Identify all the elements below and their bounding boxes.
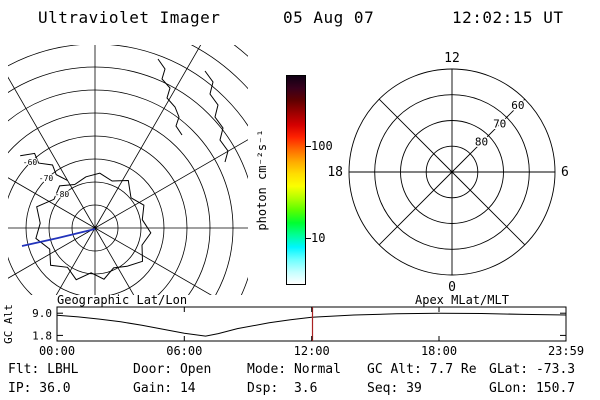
altitude-strip-chart: 9.0 1.8 00:00 06:00 12:00 18:00 23:59 GC Alt: [2, 304, 584, 358]
apex-mlat-mlt-plot: 60 70 80 12 0 18 6: [327, 51, 569, 295]
strip-xtick-label: 23:59: [548, 344, 584, 358]
status-gc-alt: GC Alt: 7.7 Re: [367, 362, 477, 377]
colorbar-units-label: photon cm⁻²s⁻¹: [255, 129, 269, 231]
polar-grid: [348, 68, 556, 276]
status-dsp: Dsp: 3.6: [247, 381, 318, 396]
mlat-ring-label: 80: [475, 136, 488, 149]
colorbar-tick-label: 100: [311, 139, 333, 154]
date-display: 05 Aug 07: [283, 8, 375, 27]
map-lat-label: -60: [23, 158, 38, 167]
mlat-ring-label: 60: [511, 99, 524, 112]
strip-xtick-label: 18:00: [421, 344, 457, 358]
colorbar-tick-mark: [306, 146, 311, 148]
colorbar-tick-label: 10: [311, 230, 326, 245]
orbit-track: [21, 228, 96, 247]
mlt-label-12: 12: [444, 51, 460, 66]
strip-xtick-label: 00:00: [39, 344, 75, 358]
mlt-label-18: 18: [327, 165, 343, 180]
strip-ticks: [56, 307, 567, 341]
map-graticule: [8, 45, 248, 295]
apex-plot-title: Apex MLat/MLT: [415, 293, 509, 307]
status-glat: GLat: -73.3: [489, 362, 576, 377]
strip-xtick-label: 12:00: [294, 344, 330, 358]
strip-ylabel: GC Alt: [2, 304, 15, 344]
map-lat-label: -70: [39, 174, 54, 183]
geo-map-title: Geographic Lat/Lon: [57, 293, 188, 307]
status-glon: GLon: 150.7: [489, 381, 576, 396]
colorbar: [286, 75, 306, 285]
strip-xtick-label: 06:00: [166, 344, 202, 358]
colorbar-tick-mark: [306, 237, 311, 239]
time-display: 12:02:15 UT: [452, 8, 564, 27]
strip-ytick-label: 9.0: [32, 307, 52, 320]
status-mode: Mode: Normal: [247, 362, 341, 377]
app-title: Ultraviolet Imager: [38, 8, 221, 27]
map-lat-labels: -80-70-60: [22, 157, 71, 200]
gc-alt-curve: [56, 312, 567, 337]
coastlines: [20, 58, 229, 281]
geographic-map: -80-70-60: [8, 45, 248, 295]
status-door: Door: Open: [133, 362, 212, 377]
mlat-ring-label: 70: [493, 117, 506, 130]
status-gain: Gain: 14: [133, 381, 196, 396]
status-ip: IP: 36.0: [8, 381, 71, 396]
strip-ytick-label: 1.8: [32, 329, 52, 342]
status-filter: Flt: LBHL: [8, 362, 79, 377]
map-lat-label: -80: [55, 190, 70, 199]
mlt-label-6: 6: [561, 165, 569, 180]
mlt-label-0: 0: [448, 280, 456, 295]
status-seq: Seq: 39: [367, 381, 422, 396]
